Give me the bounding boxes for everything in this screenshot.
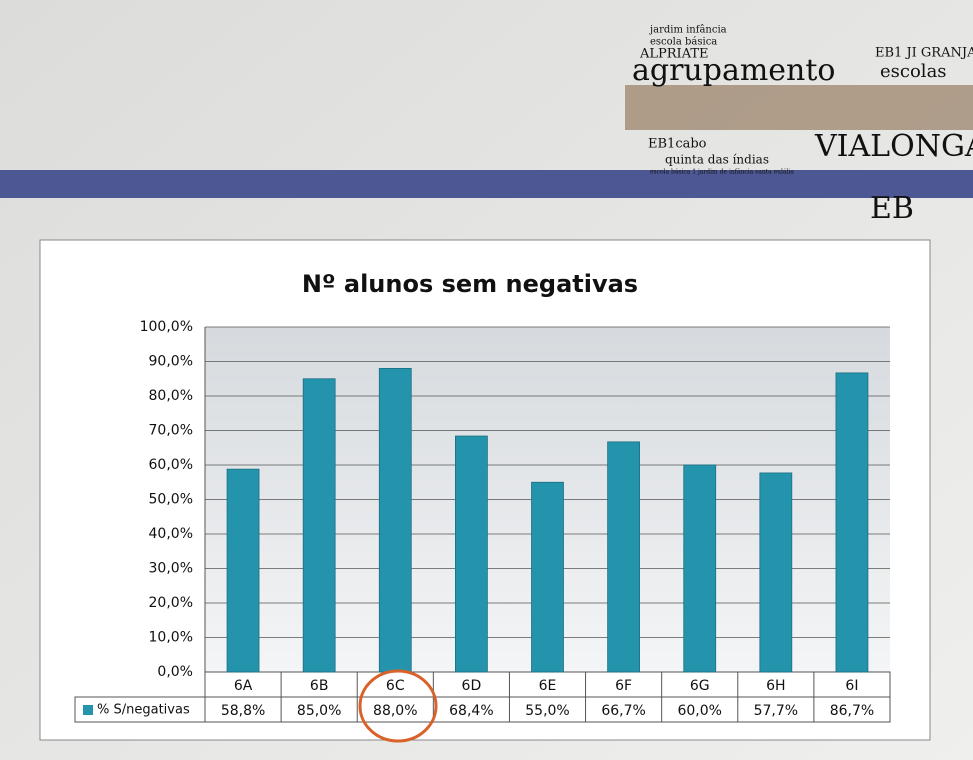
x-tick-label: 6F [615,678,632,694]
x-tick-label: 6I [845,678,858,694]
y-tick-label: 80,0% [149,388,193,404]
x-tick-label: 6G [690,678,710,694]
y-tick-label: 60,0% [149,457,193,473]
logo-text: EB [870,191,914,226]
x-tick-label: 6B [310,678,329,694]
logo-text: jardim infância [649,25,727,36]
bar [684,465,716,672]
y-tick-label: 30,0% [149,561,193,577]
table-value: 88,0% [373,703,417,719]
logo-text: agrupamento [632,53,835,88]
logo-text: VIALONGA [814,129,973,164]
y-tick-label: 10,0% [149,630,193,646]
bar [227,469,259,672]
slide: jardim infância escola básica ALPRIATE a… [0,0,973,760]
x-tick-label: 6A [234,678,253,694]
bar [532,482,564,672]
table-value: 60,0% [677,703,721,719]
y-tick-label: 0,0% [157,664,193,680]
bar [455,436,487,672]
logo-text: escolas [880,61,947,82]
header-band [0,170,973,198]
chart-title: Nº alunos sem negativas [302,270,638,298]
table-value: 68,4% [449,703,493,719]
y-tick-label: 50,0% [149,492,193,508]
x-tick-label: 6C [386,678,405,694]
y-tick-label: 70,0% [149,423,193,439]
bar [303,379,335,672]
y-tick-label: 20,0% [149,595,193,611]
logo-text: EB1 JI GRANJA [875,46,973,61]
y-tick-label: 40,0% [149,526,193,542]
x-tick-label: 6E [539,678,557,694]
table-value: 55,0% [525,703,569,719]
x-tick-label: 6H [766,678,785,694]
table-value: 57,7% [754,703,798,719]
logo-text: quinta das índias [665,153,769,167]
bar [836,373,868,672]
bar [379,368,411,672]
table-value: 86,7% [830,703,874,719]
table-value: 85,0% [297,703,341,719]
y-tick-label: 100,0% [140,319,193,335]
logo-photos [625,85,973,130]
logo-text: escola básica 1 jardim de infância santa… [650,169,794,176]
y-tick-label: 90,0% [149,354,193,370]
legend-swatch [83,705,93,715]
table-value: 58,8% [221,703,265,719]
table-value: 66,7% [601,703,645,719]
bar [608,442,640,672]
legend-label: % S/negativas [97,703,190,718]
logo-text: EB1cabo [648,137,707,152]
bar [760,473,792,672]
x-tick-label: 6D [462,678,482,694]
